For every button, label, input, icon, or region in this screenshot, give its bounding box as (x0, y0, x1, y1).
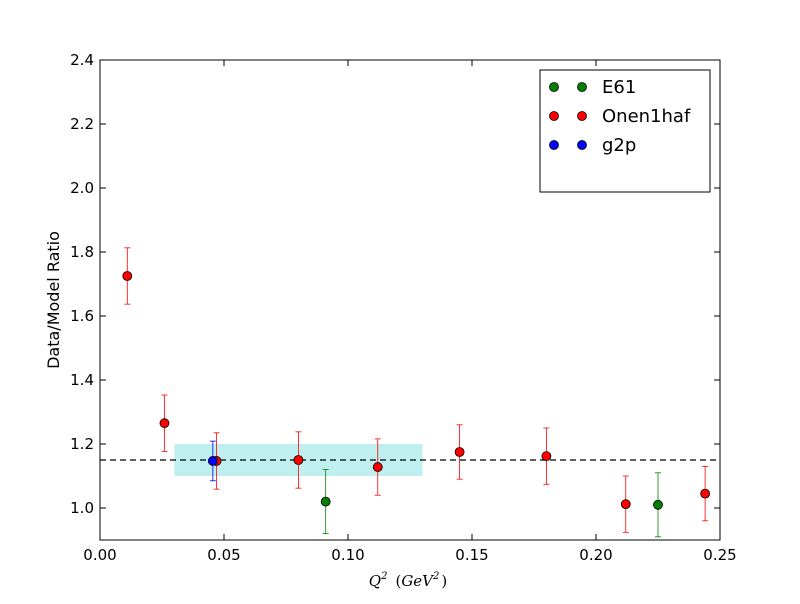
data-point (159, 418, 170, 429)
legend: E61 Onen1haf g2p (539, 69, 711, 193)
y-tick-label: 1.6 (70, 307, 94, 325)
legend-marker (549, 111, 559, 121)
legend-box (539, 69, 711, 193)
y-tick-label: 2.4 (70, 51, 94, 69)
data-point (653, 499, 663, 510)
x-tick-label: 0.25 (703, 546, 736, 564)
legend-marker (577, 140, 587, 150)
plot-area (100, 247, 720, 538)
series-e61 (322, 469, 661, 538)
data-point (541, 451, 552, 462)
y-tick-label: 2.2 (70, 115, 94, 133)
y-tick-label: 1.4 (70, 371, 94, 389)
legend-marker (549, 82, 559, 92)
legend-label: E61 (602, 77, 636, 98)
x-axis-label-open: ( (395, 572, 401, 590)
x-axis-label-unit-sup: 2 (432, 571, 439, 582)
y-tick-label: 1.0 (70, 499, 94, 517)
x-axis-label: Q2 (GeV2) (369, 571, 447, 590)
legend-marker (549, 140, 559, 150)
data-point (620, 499, 631, 510)
legend-label: Onen1haf (602, 106, 691, 127)
x-axis-label-main: Q (369, 572, 381, 590)
x-axis-label-close: ) (441, 572, 447, 590)
svg-text:Q2(GeV2): Q2 (GeV2) (369, 571, 447, 590)
legend-marker (577, 82, 587, 92)
x-axis-label-sup: 2 (380, 571, 387, 582)
x-tick-label: 0.05 (207, 546, 240, 564)
x-tick-label: 0.00 (83, 546, 116, 564)
y-tick-label: 2.0 (70, 179, 94, 197)
data-point (207, 456, 218, 466)
data-point (700, 488, 711, 499)
legend-entry-onen1haf: Onen1haf (549, 106, 691, 127)
data-point (454, 447, 465, 457)
legend-label: g2p (602, 135, 636, 156)
legend-marker (577, 111, 587, 121)
data-point (122, 271, 133, 281)
data-point (293, 455, 304, 465)
data-point (372, 462, 383, 472)
axes: 0.00 0.05 0.10 0.15 0.20 0.25 1.0 1.2 1.4 1.6 1.8 2… (70, 51, 737, 564)
plot-frame (99, 59, 721, 541)
y-axis-label: Data/Model Ratio (44, 231, 63, 369)
markers-e61 (320, 496, 663, 510)
legend-entry-e61: E61 (549, 77, 636, 98)
series-onen1haf (124, 247, 709, 533)
y-tick-label: 1.2 (70, 435, 94, 453)
x-axis-label-unit: GeV (401, 572, 435, 590)
markers-g2p (207, 456, 218, 466)
x-tick-label: 0.10 (331, 546, 364, 564)
legend-entry-g2p: g2p (549, 135, 636, 156)
data-point (320, 496, 331, 507)
y-tick-label: 1.8 (70, 243, 94, 261)
x-tick-label: 0.15 (455, 546, 488, 564)
x-tick-label: 0.20 (579, 546, 612, 564)
